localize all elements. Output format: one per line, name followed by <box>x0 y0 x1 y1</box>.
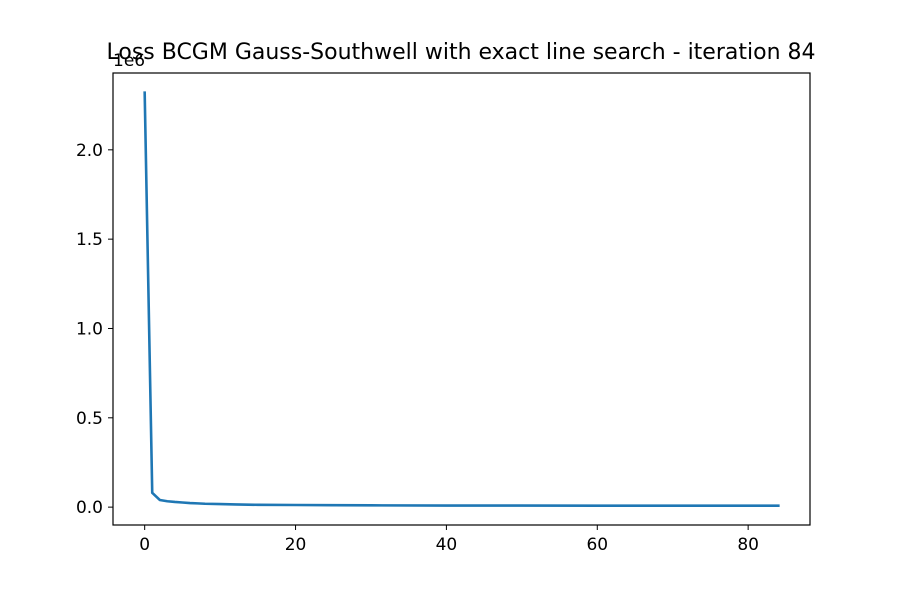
y-tick-label: 2.0 <box>76 141 103 161</box>
x-tick-label: 60 <box>586 535 608 555</box>
x-tick-label: 80 <box>737 535 759 555</box>
loss-series-line <box>143 91 780 508</box>
x-tick-label: 20 <box>285 535 307 555</box>
plot-area <box>143 91 780 508</box>
x-tick-label: 40 <box>436 535 458 555</box>
y-tick-label: 0.0 <box>76 498 103 518</box>
y-offset-label: 1e6 <box>113 51 145 71</box>
y-tick-label: 0.5 <box>76 409 103 429</box>
x-tick-label: 0 <box>139 535 150 555</box>
y-tick-label: 1.0 <box>76 319 103 339</box>
y-tick-label: 1.5 <box>76 230 103 250</box>
axis-ticks: 0 20 40 60 80 0.0 0.5 1.0 1.5 2.0 <box>76 141 759 555</box>
plot-frame <box>112 72 811 526</box>
chart-title: Loss BCGM Gauss-Southwell with exact lin… <box>106 40 815 65</box>
